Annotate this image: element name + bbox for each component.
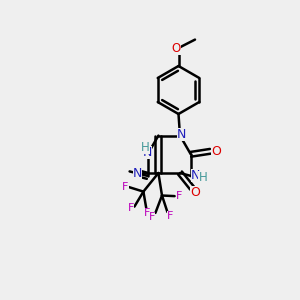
Text: F: F bbox=[167, 211, 173, 220]
Text: N: N bbox=[176, 128, 186, 141]
Text: F: F bbox=[176, 191, 182, 201]
Text: O: O bbox=[211, 145, 220, 158]
Text: F: F bbox=[122, 182, 129, 191]
Text: F: F bbox=[144, 208, 150, 218]
Text: F: F bbox=[148, 212, 155, 221]
Text: F: F bbox=[128, 203, 134, 213]
Text: N: N bbox=[191, 169, 200, 182]
Text: H: H bbox=[141, 141, 150, 154]
Text: N: N bbox=[142, 146, 152, 159]
Text: H: H bbox=[198, 171, 207, 184]
Text: N: N bbox=[133, 167, 142, 179]
Text: O: O bbox=[190, 186, 200, 199]
Text: O: O bbox=[172, 41, 181, 55]
